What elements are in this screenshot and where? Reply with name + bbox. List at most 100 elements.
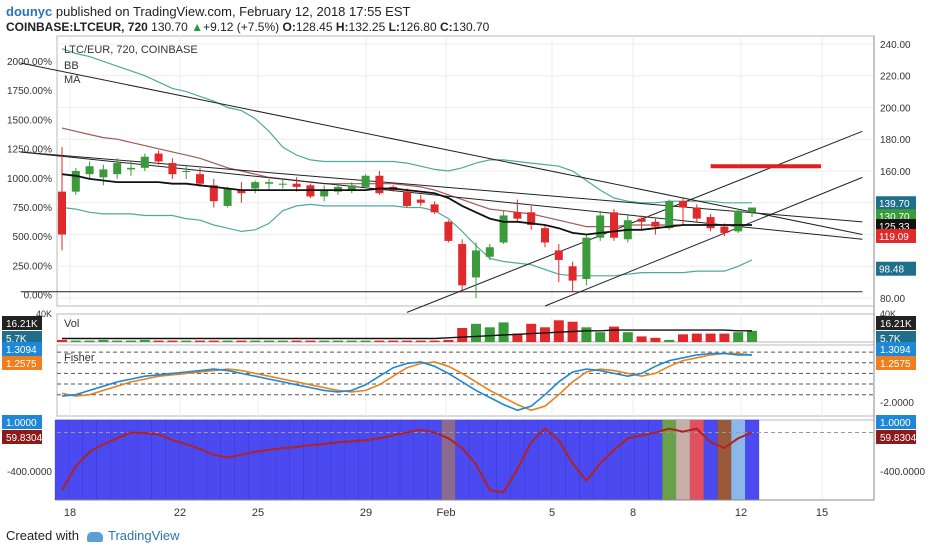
volume-bar [650,337,661,342]
oscillator-column [496,419,511,501]
candle-up [251,182,260,189]
right-axis-tick: 220.00 [880,72,911,83]
left-axis-tick: 750.00% [13,203,53,214]
candle-down [375,175,384,194]
oscillator-column [248,419,263,501]
volume-bar [719,333,730,342]
volume-bar [664,339,675,342]
fisher-badge [876,342,916,356]
candle-up [665,201,674,229]
fisher-badge [2,342,42,356]
candle-up [582,237,591,279]
candle-up [320,190,329,197]
oscillator-column [372,419,387,501]
candle-up [278,183,287,185]
oscillator-highlight [731,420,746,500]
volume-bar [250,340,261,342]
volume-bar [319,340,330,342]
fisher-line [61,352,752,412]
price-badge-label: 139.70 [879,199,910,210]
volume-badge-label: 16.21K [6,319,38,330]
volume-bar [553,320,564,342]
trendline-0 [20,62,863,236]
volume-bar [153,340,164,342]
volume-axis-tick: 40K [880,309,896,319]
volume-badge-label: 5.7K [6,334,27,345]
tradingview-logo-icon [86,531,103,542]
candle-down [458,244,467,286]
x-tick-label: Feb [437,507,456,519]
candle-down [610,212,618,238]
oscillator-column [220,419,235,501]
candle-down [651,221,660,227]
left-axis-tick: 1250.00% [7,145,52,156]
oscillator-column [289,419,304,501]
x-tick-label: 18 [64,507,76,519]
price-badge-label: 119.09 [879,232,909,243]
last-price: 130.70 [151,20,188,34]
oscillator-column [82,419,97,501]
x-tick-label: 8 [630,507,636,519]
candle-up [223,188,232,206]
chart-title: LTC/EUR, 720, COINBASE [64,44,198,56]
volume-bar [415,340,426,342]
oscillator-column [179,419,194,501]
trendline-3 [406,130,863,313]
pane-frame-2 [56,344,875,417]
candle-down [527,212,536,225]
volume-bar [388,340,399,342]
volume-bar [305,340,316,342]
volume-bar [443,339,454,342]
candle-down [403,191,411,206]
candle-up [127,167,135,170]
author-name[interactable]: dounyc [6,4,53,19]
volume-badge [876,316,916,330]
oscillator-column [524,419,539,501]
tradingview-link[interactable]: TradingView [107,528,180,543]
candle-down [706,217,715,229]
oscillator-column [96,419,111,501]
volume-bar [181,340,192,342]
oscillator-column [386,419,401,501]
candle-down [568,266,577,281]
oscillator-badge-label: 59.8304 [880,433,917,444]
price-badge-label: 130.70 [879,212,910,223]
oscillator-highlight [717,420,732,500]
candle-down [196,174,204,184]
oscillator-column [413,419,428,501]
oscillator-column [455,419,470,501]
price-badge-label: 98.48 [879,265,904,276]
symbol-info: COINBASE:LTCEUR, 720 130.70 ▲+9.12 (+7.5… [6,20,489,34]
volume-axis-tick: 40K [36,309,52,319]
volume-bar [222,340,233,342]
left-axis-tick: 1000.00% [7,174,52,185]
candle-down [168,163,177,175]
candle-down [679,201,687,208]
oscillator-badge [2,415,42,429]
candle-up [347,185,356,191]
volume-bar [402,340,412,342]
volume-bar [360,340,371,342]
candle-up [265,182,273,184]
candle-down [416,199,425,203]
volume-bar [733,332,744,342]
candle-down [430,204,439,213]
candle-up [734,210,743,232]
oscillator-column [344,419,359,501]
volume-bar [484,327,495,342]
oscillator-badge [2,430,42,444]
bb-upper-line [61,48,752,204]
price-badge-label: 125.33 [879,222,910,233]
candle-down [720,226,729,233]
volume-bar [678,334,688,342]
x-tick-label: 29 [360,507,372,519]
oscillator-axis-tick: -400.0000 [880,467,925,478]
volume-bar [333,340,343,342]
oscillator-column [234,419,249,501]
oscillator-line [61,427,753,494]
fisher-badge-label: 1.2575 [880,359,911,370]
x-tick-label: 12 [735,507,747,519]
volume-bar [705,333,716,342]
candle-up [596,215,605,238]
